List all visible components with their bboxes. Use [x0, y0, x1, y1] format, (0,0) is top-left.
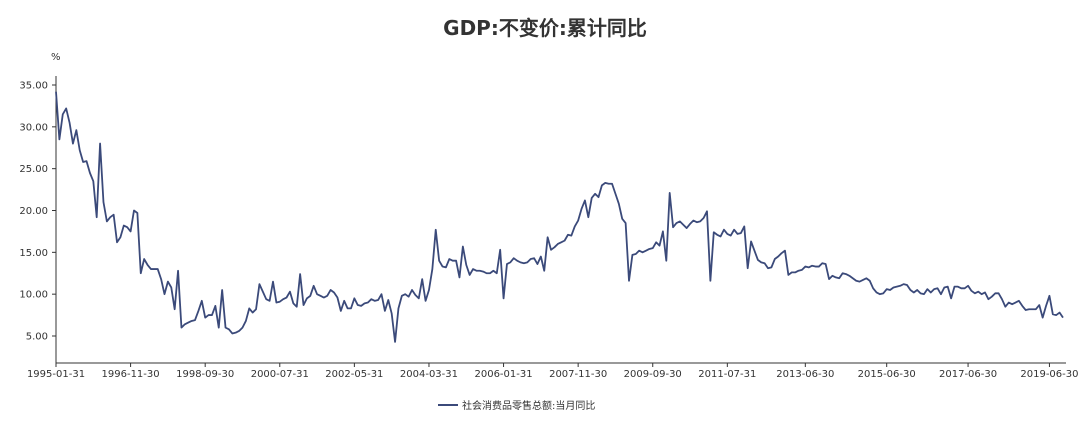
x-tick-label: 2011-07-31 [698, 369, 756, 380]
x-tick-label: 2004-03-31 [400, 369, 458, 380]
x-tick-label: 2007-11-30 [549, 369, 607, 380]
y-tick-label: 5.00 [26, 332, 48, 343]
x-tick-label: 1995-01-31 [27, 369, 85, 380]
x-tick-label: 2013-06-30 [776, 369, 834, 380]
y-unit-label: % [51, 52, 61, 63]
y-tick-label: 35.00 [19, 81, 48, 92]
legend[interactable]: 社会消费品零售总额:当月同比 [438, 399, 595, 412]
x-tick-label: 2017-06-30 [939, 369, 997, 380]
y-tick-label: 25.00 [19, 164, 48, 175]
x-tick-label: 1998-09-30 [176, 369, 234, 380]
series-line[interactable] [55, 91, 1064, 343]
x-tick-label: 2006-01-31 [474, 369, 532, 380]
x-tick-label: 2000-07-31 [251, 369, 309, 380]
y-tick-label: 30.00 [19, 122, 48, 133]
legend-label[interactable]: 社会消费品零售总额:当月同比 [462, 399, 595, 412]
x-tick-label: 2019-06-30 [1020, 369, 1078, 380]
chart-title: GDP:不变价:累计同比 [443, 16, 647, 40]
x-tick-label: 2015-06-30 [858, 369, 916, 380]
x-tick-label: 2009-09-30 [624, 369, 682, 380]
x-tick-label: 1996-11-30 [102, 369, 160, 380]
y-tick-label: 15.00 [19, 248, 48, 259]
y-tick-label: 10.00 [19, 290, 48, 301]
x-axis: 1995-01-31 1996-11-30 1998-09-30 2000-07-31… [27, 362, 1079, 380]
y-tick-label: 20.00 [19, 206, 48, 217]
series-group [55, 91, 1064, 343]
x-tick-label: 2002-05-31 [325, 369, 383, 380]
y-axis: 5.00 10.00 15.00 20.00 25.00 30.00 35.00 [19, 76, 57, 363]
